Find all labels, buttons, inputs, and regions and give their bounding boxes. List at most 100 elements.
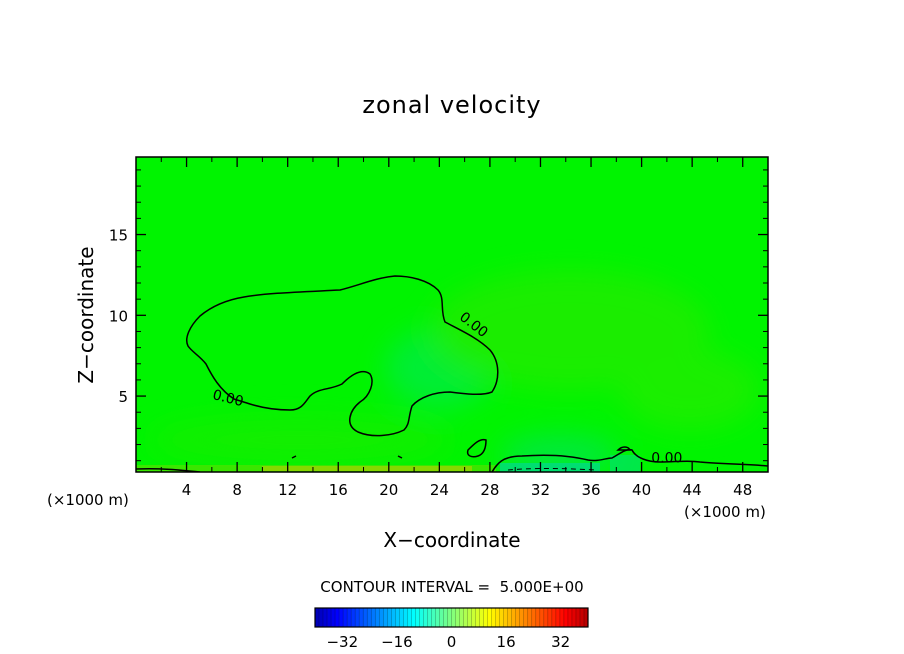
colorbar-cell — [415, 608, 420, 627]
colorbar-cell — [355, 608, 360, 627]
x-tick-label: 4 — [182, 481, 192, 499]
y-axis-label: Z−coordinate — [74, 246, 98, 383]
colorbar-cell — [323, 608, 328, 627]
contour-line — [466, 438, 487, 458]
colorbar-cell — [491, 608, 496, 627]
colorbar-cell — [519, 608, 525, 627]
colorbar-cell — [347, 608, 352, 627]
y-tick-label: 10 — [109, 307, 128, 325]
colorbar-cell — [419, 608, 424, 627]
y-tick-label: 15 — [109, 227, 128, 245]
colorbar-cell — [483, 608, 488, 627]
colorbar-tick-label: −16 — [381, 633, 413, 651]
x-tick-label: 8 — [232, 481, 242, 499]
colorbar-cell — [411, 608, 416, 627]
colorbar-cell — [399, 608, 404, 627]
contour-line — [616, 446, 632, 451]
colorbar-cell — [479, 608, 484, 627]
x-tick-label: 40 — [632, 481, 651, 499]
colorbar-cell — [439, 608, 444, 627]
contour-label: 0.00 — [651, 450, 682, 466]
colorbar-tick-label: −32 — [326, 633, 358, 651]
colorbar-cell — [515, 608, 521, 627]
colorbar-cell — [319, 608, 324, 627]
colorbar-ticks: −32 −16 0 16 32 — [326, 633, 570, 651]
colorbar-cell — [507, 608, 513, 627]
colorbar-cell — [435, 608, 440, 627]
colorbar-cell — [339, 608, 344, 627]
colorbar-frame — [314, 607, 589, 628]
colorbar-cell — [563, 608, 569, 627]
colorbar-cell — [455, 608, 460, 627]
colorbar-cell — [451, 608, 456, 627]
x-tick-label: 12 — [278, 481, 297, 499]
x-tick-label: 48 — [733, 481, 752, 499]
colorbar-tick-label: 0 — [447, 633, 457, 651]
colorbar-cell — [495, 608, 500, 627]
colorbar-cell — [403, 608, 408, 627]
colorbar-cell — [379, 608, 384, 627]
colorbar-cell — [531, 608, 537, 627]
colorbar-cell — [423, 608, 428, 627]
x-tick-label: 32 — [531, 481, 550, 499]
colorbar-cell — [555, 608, 561, 627]
colorbar-cell — [431, 608, 436, 627]
colorbar-cell — [559, 608, 565, 627]
colorbar-cell — [327, 608, 332, 627]
colorbar-cell — [511, 608, 517, 627]
colorbar-cells — [314, 608, 589, 627]
chart-title: zonal velocity — [362, 91, 541, 119]
x-tick-label: 16 — [329, 481, 348, 499]
plot-area: 0.000.000.00 4 8 12 16 20 24 28 32 36 40 44 48 5101… — [109, 156, 769, 499]
colorbar-cell — [523, 608, 529, 627]
colorbar-cell — [359, 608, 364, 627]
colorbar-cell — [575, 608, 581, 627]
colorbar-cell — [539, 608, 545, 627]
x-axis-label: X−coordinate — [383, 528, 520, 552]
y-tick-label: 5 — [118, 388, 128, 406]
colorbar-cell — [475, 608, 480, 627]
x-tick-label: 20 — [379, 481, 398, 499]
colorbar-cell — [583, 608, 589, 627]
contour-line — [291, 455, 297, 459]
colorbar-cell — [387, 608, 392, 627]
colorbar-cell — [383, 608, 388, 627]
field-shading — [136, 270, 760, 472]
colorbar-cell — [551, 608, 557, 627]
x-tick-label: 36 — [581, 481, 600, 499]
colorbar-cell — [427, 608, 432, 627]
colorbar-cell — [351, 608, 356, 627]
x-unit-right: (×1000 m) — [684, 503, 766, 521]
negative-contours — [507, 468, 597, 471]
colorbar-tick-label: 16 — [497, 633, 516, 651]
colorbar-cell — [567, 608, 573, 627]
x-tick-label: 44 — [683, 481, 702, 499]
colorbar-cell — [579, 608, 585, 627]
colorbar-cell — [343, 608, 348, 627]
colorbar-cell — [527, 608, 533, 627]
colorbar-cell — [499, 608, 504, 627]
colorbar-cell — [447, 608, 452, 627]
colorbar-cell — [335, 608, 340, 627]
colorbar-cell — [467, 608, 472, 627]
colorbar-cell — [371, 608, 376, 627]
colorbar-cell — [363, 608, 368, 627]
colorbar-cell — [503, 608, 509, 627]
colorbar-cell — [443, 608, 448, 627]
contour-interval-text: CONTOUR INTERVAL = 5.000E+00 — [320, 578, 583, 596]
colorbar-cell — [459, 608, 464, 627]
colorbar-cell — [543, 608, 549, 627]
contour-line — [186, 275, 499, 437]
colorbar-cell — [395, 608, 400, 627]
colorbar-cell — [375, 608, 380, 627]
colorbar-tick-label: 32 — [551, 633, 570, 651]
x-unit-left: (×1000 m) — [47, 491, 129, 509]
contour-line — [507, 468, 597, 471]
colorbar-cell — [487, 608, 492, 627]
colorbar-cell — [535, 608, 541, 627]
contour-line — [397, 455, 403, 459]
colorbar: −32 −16 0 16 32 — [314, 607, 589, 651]
x-axis: 4 8 12 16 20 24 28 32 36 40 44 48 — [160, 157, 752, 499]
colorbar-cell — [367, 608, 372, 627]
